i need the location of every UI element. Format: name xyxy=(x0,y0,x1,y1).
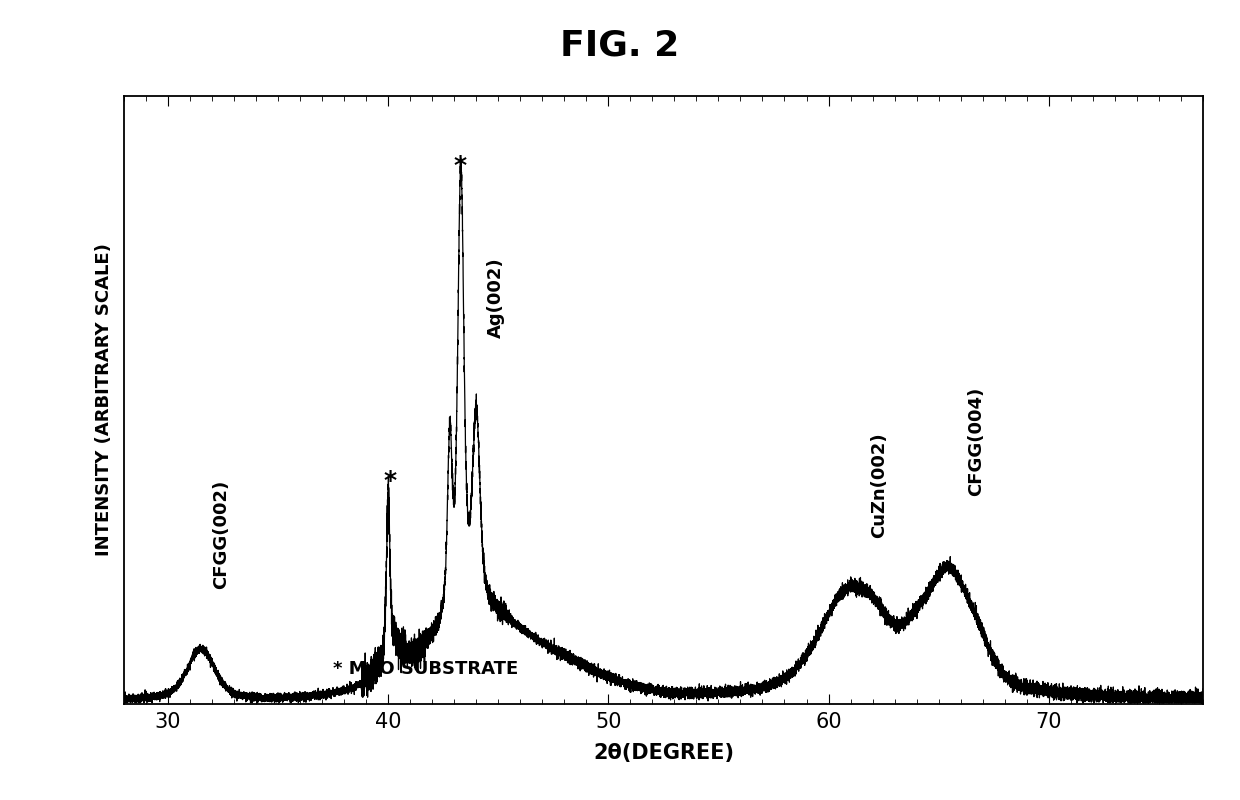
Text: FIG. 2: FIG. 2 xyxy=(560,28,680,62)
Text: CFGG(002): CFGG(002) xyxy=(212,479,229,589)
Text: Ag(002): Ag(002) xyxy=(487,258,505,338)
X-axis label: 2θ(DEGREE): 2θ(DEGREE) xyxy=(593,743,734,763)
Text: *: * xyxy=(453,154,466,178)
Text: CuZn(002): CuZn(002) xyxy=(870,432,888,538)
Y-axis label: INTENSITY (ARBITRARY SCALE): INTENSITY (ARBITRARY SCALE) xyxy=(95,243,113,557)
Text: CFGG(004): CFGG(004) xyxy=(967,386,985,496)
Text: * MgO SUBSTRATE: * MgO SUBSTRATE xyxy=(334,660,518,678)
Text: *: * xyxy=(384,469,397,493)
